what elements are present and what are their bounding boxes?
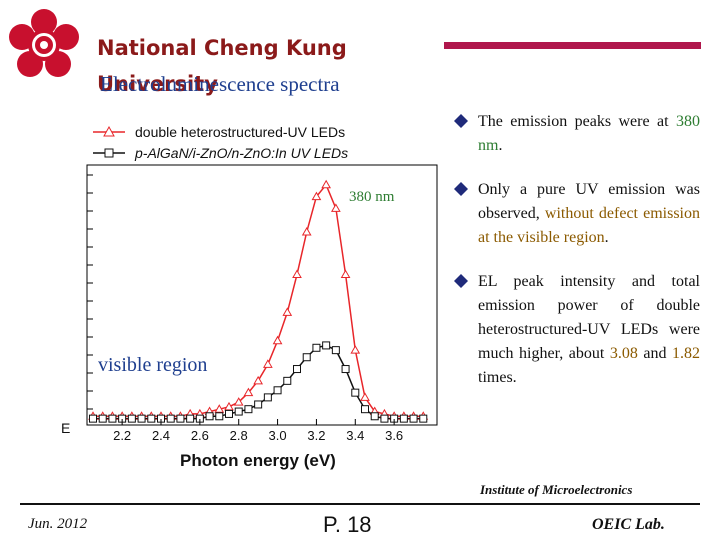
legend-label-2: p-AlGaN/i-ZnO/n-ZnO:In UV LEDs: [134, 145, 348, 161]
bullet-text: times.: [478, 369, 517, 386]
x-axis-label: Photon energy (eV): [180, 451, 336, 470]
data-point: [282, 307, 293, 316]
data-point: [127, 414, 136, 423]
data-point: [225, 409, 233, 418]
data-point: [322, 341, 331, 350]
data-point: [186, 414, 195, 423]
data-point: [262, 359, 273, 368]
data-point: [233, 397, 244, 406]
bullet-highlight: 3.08: [609, 345, 638, 362]
legend-label-1: double heterostructured-UV LEDs: [135, 124, 345, 140]
chart-legend: double heterostructured-UV LEDs p-AlGaN/…: [93, 124, 348, 161]
data-point: [176, 414, 185, 423]
x-tick-label: 2.8: [230, 428, 248, 443]
university-name-line1: National Cheng Kung: [97, 36, 347, 60]
x-tick-label: 3.6: [385, 428, 403, 443]
data-point: [350, 345, 361, 354]
x-tick-label: 3.0: [269, 428, 287, 443]
data-point: [253, 375, 264, 385]
bullet-text: EL peak intensity and total emission pow…: [478, 273, 700, 362]
bullet-item: Only a pure UV emission was observed, wi…: [452, 178, 700, 250]
data-point: [302, 353, 311, 362]
data-point: [254, 400, 263, 409]
data-point: [272, 335, 283, 345]
slide-title: Electroluminescence spectra: [100, 72, 340, 96]
bullet-text: .: [604, 229, 609, 246]
bullet-highlight: 1.82: [672, 345, 701, 362]
data-point: [312, 343, 321, 352]
data-point: [331, 346, 340, 355]
bullet-text: Only a pure UV emission was observed,: [478, 181, 700, 222]
bullet-list: The emission peaks were at 380 nm. Only a…: [452, 110, 700, 410]
data-point: [137, 414, 146, 423]
plot-frame: [86, 164, 438, 426]
data-point: [243, 387, 254, 397]
data-point: [301, 227, 312, 236]
university-logo: [9, 9, 79, 77]
data-point: [234, 407, 243, 416]
x-tick-label: 3.4: [346, 428, 364, 443]
institute-name: Institute of Microelectronics: [480, 482, 633, 497]
bullet-highlight: 380 nm: [478, 113, 700, 154]
bullet-item: The emission peaks were at 380 nm.: [452, 110, 700, 158]
university-name-line2: University: [97, 72, 218, 96]
y-ticks: [87, 174, 93, 410]
data-point: [205, 412, 214, 421]
y-axis-label: E: [61, 420, 70, 436]
diamond-bullet-icon: [454, 274, 468, 288]
page-number: P. 18: [323, 512, 372, 537]
x-tick-label: 2.2: [113, 428, 131, 443]
data-point: [108, 414, 117, 423]
diamond-bullet-icon: [454, 182, 468, 196]
data-point: [351, 388, 360, 397]
bullet-item: EL peak intensity and total emission pow…: [452, 270, 700, 390]
lab-name: OEIC Lab.: [592, 516, 665, 533]
data-point: [360, 392, 370, 401]
data-point: [273, 386, 282, 395]
data-point: [361, 405, 369, 414]
data-point: [370, 412, 379, 421]
diamond-bullet-icon: [454, 114, 468, 128]
data-point: [330, 203, 341, 212]
data-point: [224, 401, 234, 411]
x-tick-label: 3.2: [307, 428, 325, 443]
data-point: [214, 404, 225, 413]
el-spectra-chart: double heterostructured-UV LEDs p-AlGaN/…: [61, 124, 438, 470]
data-point: [263, 393, 272, 402]
data-point: [147, 414, 156, 423]
data-point: [283, 376, 292, 385]
data-point: [409, 414, 418, 423]
peak-annotation: 380 nm: [349, 189, 395, 205]
series-markers: [88, 179, 429, 423]
data-point: [321, 179, 332, 189]
bullet-text: The emission peaks were at: [478, 113, 676, 130]
data-point: [98, 414, 107, 423]
data-point: [380, 414, 389, 423]
data-point: [292, 269, 302, 279]
x-tick-label: 2.6: [191, 428, 209, 443]
data-point: [340, 269, 351, 279]
data-point: [293, 365, 301, 374]
legend-entry-1: double heterostructured-UV LEDs: [93, 124, 345, 140]
data-point: [311, 191, 322, 201]
legend-entry-2: p-AlGaN/i-ZnO/n-ZnO:In UV LEDs: [93, 145, 348, 161]
footer-date: Jun. 2012: [28, 516, 88, 532]
bullet-highlight: without defect emission at the visible r…: [478, 205, 700, 246]
bullet-text: .: [498, 137, 503, 154]
x-tick-label: 2.4: [152, 428, 170, 443]
footer-divider: [20, 503, 700, 505]
data-point: [89, 414, 97, 423]
data-point: [215, 412, 224, 421]
data-point: [419, 414, 428, 423]
bullet-text: and: [637, 345, 673, 362]
x-tick-labels: 2.2 2.4 2.6 2.8 3.0 3.2 3.4 3.6: [113, 419, 403, 443]
data-point: [166, 414, 175, 423]
visible-region-annotation: visible region: [98, 354, 208, 376]
data-point: [341, 365, 350, 374]
title-accent-bar: [444, 42, 701, 49]
data-point: [399, 414, 408, 423]
data-point: [244, 405, 253, 414]
